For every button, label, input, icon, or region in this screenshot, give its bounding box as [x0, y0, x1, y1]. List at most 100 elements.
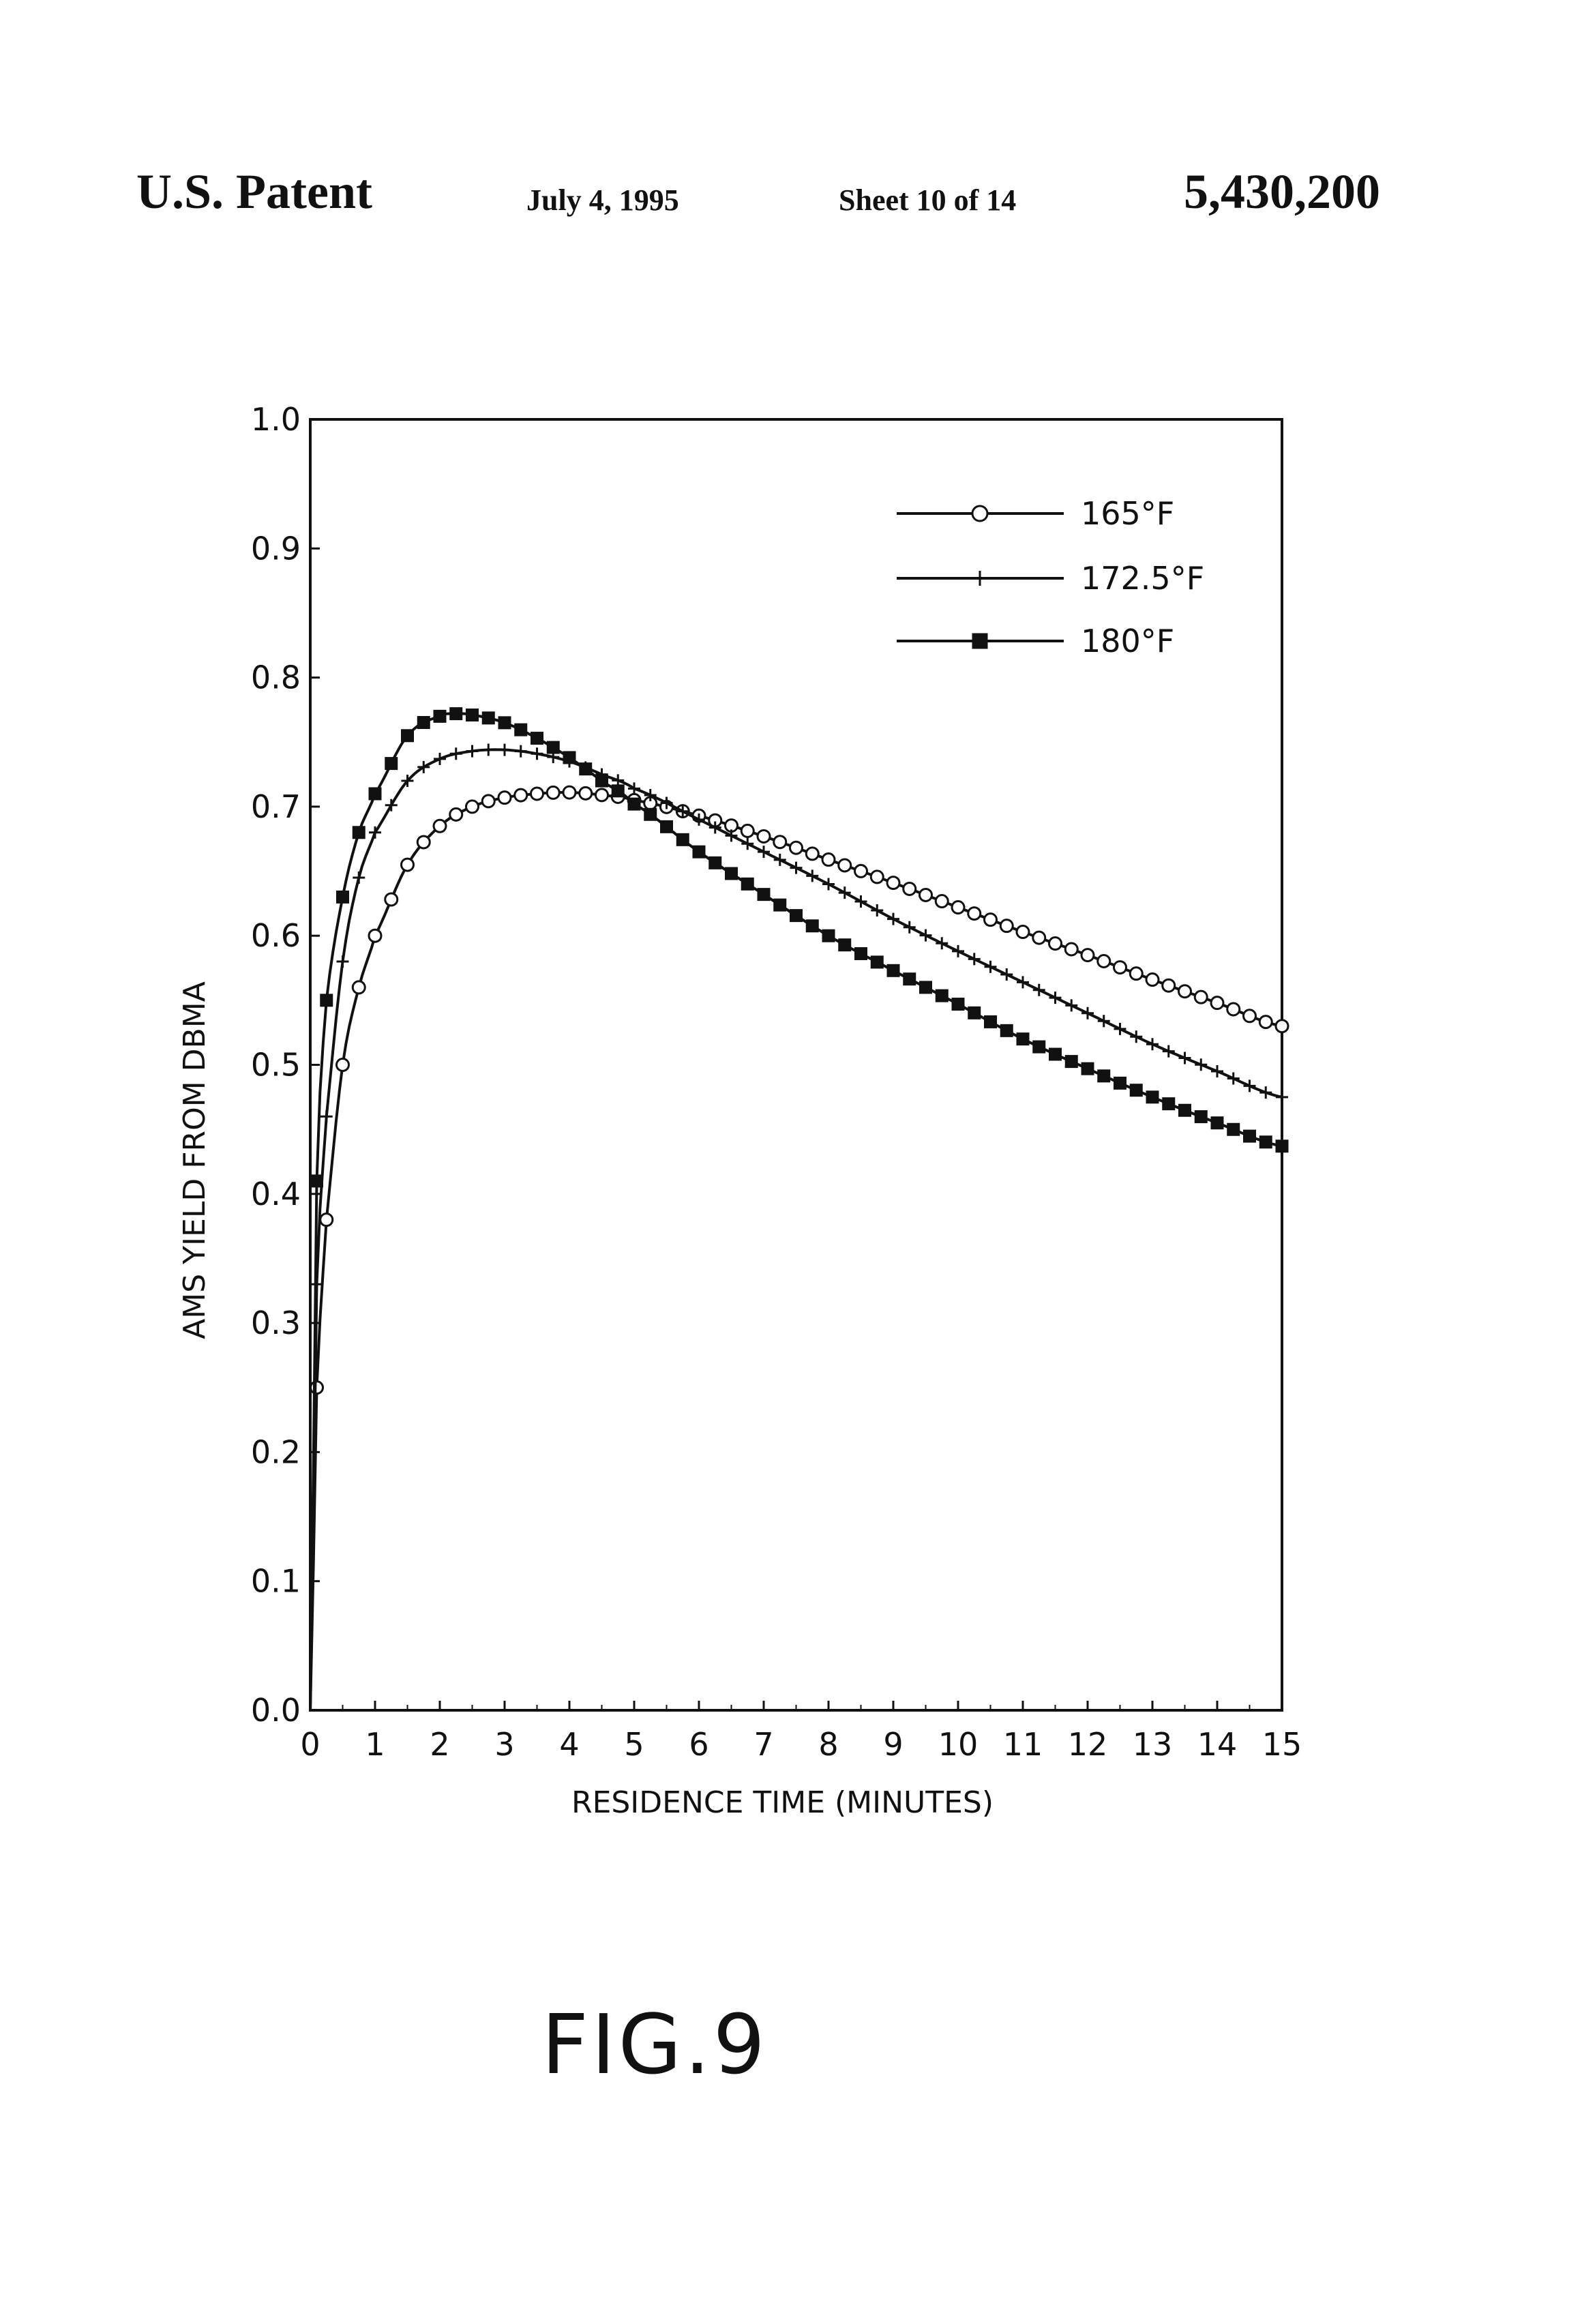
line-marker-165 — [547, 786, 559, 799]
line-marker-172-5 — [1244, 1079, 1256, 1092]
line-marker-180 — [1033, 1041, 1045, 1053]
data-point-180 — [531, 732, 543, 745]
data-point-172-5 — [1146, 1038, 1159, 1050]
series-line-165 — [310, 792, 1282, 1710]
line-marker-180 — [644, 808, 657, 820]
data-point-165 — [952, 902, 964, 914]
data-point-165 — [1146, 974, 1159, 986]
y-tick-label: 0.4 — [251, 1176, 301, 1212]
line-marker-165 — [741, 824, 753, 837]
line-marker-172-5 — [1000, 968, 1013, 981]
data-point-165 — [887, 877, 899, 889]
line-marker-165 — [839, 859, 851, 872]
data-point-180 — [466, 709, 479, 721]
legend-label-165: 165°F — [1081, 495, 1174, 532]
line-marker-172-5 — [385, 799, 398, 811]
y-tick-label: 1.0 — [251, 401, 301, 438]
data-point-172-5 — [320, 1110, 333, 1122]
data-point-172-5 — [353, 872, 365, 884]
data-point-172-5 — [1017, 976, 1029, 988]
data-point-180 — [596, 775, 608, 787]
data-point-172-5 — [531, 747, 543, 760]
line-marker-165 — [920, 889, 932, 901]
data-point-172-5 — [1276, 1091, 1288, 1103]
line-marker-165 — [1227, 1003, 1240, 1015]
line-marker-180 — [1227, 1123, 1240, 1135]
line-marker-180 — [1195, 1111, 1207, 1123]
line-marker-180 — [547, 741, 559, 754]
line-marker-165 — [936, 895, 948, 908]
line-marker-180 — [806, 920, 818, 932]
line-marker-172-5 — [1098, 1015, 1110, 1027]
line-marker-180 — [774, 899, 786, 911]
line-marker-172-5 — [1065, 999, 1077, 1011]
data-point-172-5 — [1211, 1065, 1223, 1077]
line-marker-180 — [1179, 1104, 1191, 1116]
x-tick-label: 8 — [818, 1726, 838, 1763]
line-marker-180 — [726, 867, 738, 880]
line-marker-165 — [1130, 968, 1142, 980]
line-marker-172-5 — [726, 829, 738, 841]
line-marker-180 — [839, 939, 851, 951]
line-marker-165 — [417, 836, 430, 848]
x-tick-label: 11 — [1003, 1726, 1043, 1763]
line-marker-165 — [1195, 991, 1207, 1003]
line-marker-180 — [790, 910, 803, 922]
data-point-180 — [1276, 1140, 1288, 1152]
line-chart: 01234567891011121314150.00.10.20.30.40.5… — [0, 0, 1582, 2324]
line-marker-172-5 — [839, 887, 851, 899]
line-marker-172-5 — [1163, 1045, 1175, 1058]
line-marker-165 — [1179, 985, 1191, 998]
y-tick-label: 0.8 — [251, 659, 301, 696]
line-marker-165 — [904, 882, 916, 895]
data-point-165 — [1081, 949, 1094, 962]
line-marker-172-5 — [741, 837, 753, 850]
data-point-180 — [434, 710, 446, 722]
line-marker-165 — [1000, 920, 1013, 932]
x-tick-label: 7 — [753, 1726, 773, 1763]
data-point-165 — [402, 859, 414, 871]
line-marker-165 — [1244, 1010, 1256, 1022]
x-tick-label: 15 — [1262, 1726, 1302, 1763]
line-marker-180 — [1065, 1056, 1077, 1068]
line-marker-180 — [1114, 1077, 1126, 1089]
x-tick-label: 1 — [365, 1726, 385, 1763]
data-point-180 — [402, 730, 414, 742]
y-tick-label: 0.6 — [251, 917, 301, 954]
data-point-180 — [369, 788, 381, 800]
line-marker-165 — [450, 808, 462, 820]
line-marker-180 — [936, 989, 948, 1002]
plot-frame — [310, 419, 1282, 1710]
line-marker-172-5 — [855, 895, 867, 908]
line-marker-180 — [1049, 1048, 1062, 1060]
data-point-172-5 — [434, 753, 446, 765]
line-marker-172-5 — [1259, 1086, 1272, 1099]
line-marker-172-5 — [774, 854, 786, 866]
data-point-165 — [1017, 926, 1029, 938]
y-tick-label: 0.3 — [251, 1305, 301, 1341]
data-point-172-5 — [337, 955, 349, 968]
line-marker-180 — [1098, 1070, 1110, 1082]
line-marker-180 — [709, 856, 721, 869]
line-marker-172-5 — [806, 869, 818, 882]
y-tick-label: 0.5 — [251, 1047, 301, 1084]
x-axis-title: RESIDENCE TIME (MINUTES) — [571, 1785, 994, 1820]
line-marker-180 — [580, 763, 592, 775]
line-marker-172-5 — [936, 937, 948, 949]
y-tick-label: 0.9 — [251, 530, 301, 567]
x-tick-label: 13 — [1133, 1726, 1173, 1763]
x-tick-label: 14 — [1197, 1726, 1238, 1763]
data-point-172-5 — [822, 878, 835, 890]
data-point-165 — [353, 981, 365, 994]
line-marker-172-5 — [1179, 1052, 1191, 1064]
line-marker-172-5 — [920, 929, 932, 942]
line-marker-172-5 — [482, 743, 494, 756]
data-point-172-5 — [498, 744, 511, 756]
data-point-180 — [1146, 1091, 1159, 1103]
data-point-180 — [822, 929, 835, 942]
line-marker-172-5 — [871, 904, 883, 917]
data-point-165 — [563, 786, 576, 799]
data-point-165 — [434, 820, 446, 832]
line-marker-165 — [985, 914, 997, 926]
line-marker-172-5 — [790, 862, 803, 874]
